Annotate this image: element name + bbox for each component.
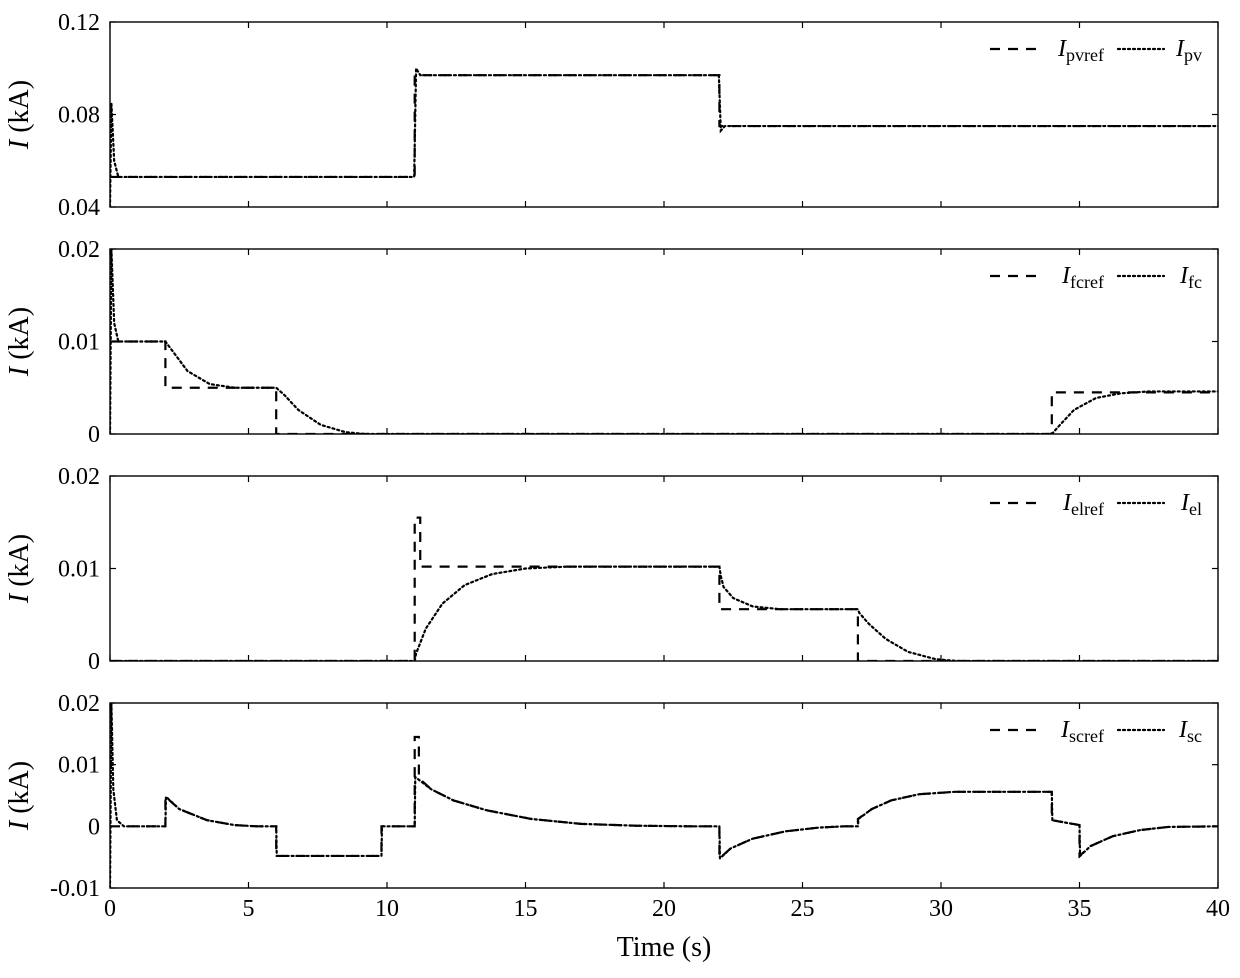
ylabel: I (kA): [4, 307, 35, 377]
ytick-label: 0: [88, 649, 100, 675]
xlabel: Time (s): [617, 932, 712, 963]
ytick-label: -0.01: [50, 876, 100, 902]
xtick-label: 40: [1206, 896, 1230, 922]
ytick-label: 0.02: [58, 237, 100, 263]
xtick-label: 20: [652, 896, 676, 922]
ylabel: I (kA): [4, 80, 35, 150]
xtick-label: 30: [929, 896, 953, 922]
ytick-label: 0.02: [58, 464, 100, 490]
xtick-label: 5: [243, 896, 255, 922]
ytick-label: 0.01: [58, 557, 100, 583]
ylabel: I (kA): [4, 534, 35, 604]
figure: 0.040.080.12I (kA)IpvIpvref00.010.02I (k…: [0, 0, 1240, 978]
ytick-label: 0.01: [58, 753, 100, 779]
ytick-label: 0.04: [58, 195, 100, 221]
ytick-label: 0: [88, 422, 100, 448]
xtick-label: 25: [791, 896, 815, 922]
ytick-label: 0.02: [58, 691, 100, 717]
ytick-label: 0.12: [58, 10, 100, 36]
ytick-label: 0.08: [58, 103, 100, 129]
xtick-label: 10: [375, 896, 399, 922]
xtick-label: 35: [1068, 896, 1092, 922]
ylabel: I (kA): [4, 761, 35, 831]
xtick-label: 15: [514, 896, 538, 922]
xtick-label: 0: [104, 896, 116, 922]
ytick-label: 0: [88, 814, 100, 840]
ytick-label: 0.01: [58, 330, 100, 356]
figure-background: [0, 0, 1240, 978]
